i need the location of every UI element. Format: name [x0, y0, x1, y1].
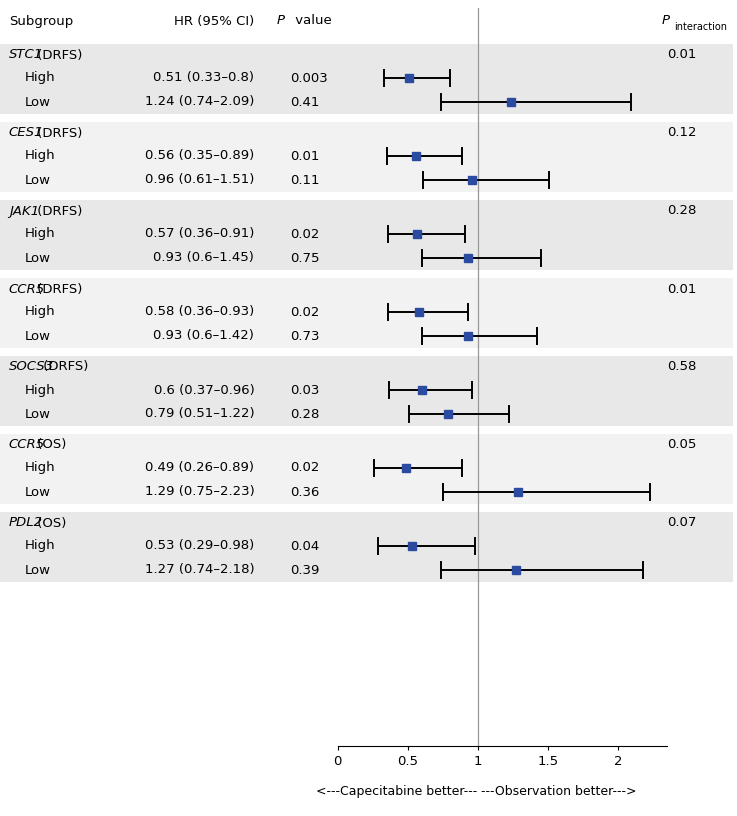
Text: 1.29 (0.75–2.23): 1.29 (0.75–2.23): [144, 486, 254, 499]
Text: High: High: [25, 305, 56, 318]
Text: Low: Low: [25, 251, 51, 264]
Text: STC1: STC1: [9, 48, 43, 61]
Text: interaction: interaction: [674, 22, 727, 32]
Text: <---Capecitabine better---: <---Capecitabine better---: [315, 785, 477, 798]
Text: 0.02: 0.02: [290, 305, 319, 318]
Text: High: High: [25, 72, 56, 85]
Text: Low: Low: [25, 174, 51, 187]
Bar: [338, 278, 667, 348]
Text: 0.01: 0.01: [667, 48, 696, 61]
Bar: [338, 512, 667, 582]
Text: 0.03: 0.03: [290, 384, 319, 397]
Text: (OS): (OS): [33, 517, 66, 530]
Text: 0.53 (0.29–0.98): 0.53 (0.29–0.98): [145, 539, 254, 552]
Text: 0.39: 0.39: [290, 564, 319, 576]
Text: PDL2: PDL2: [9, 517, 43, 530]
Text: CCR5: CCR5: [9, 438, 45, 451]
Text: 0.02: 0.02: [290, 462, 319, 474]
Text: 0.75: 0.75: [290, 251, 319, 264]
Text: value: value: [291, 15, 332, 28]
Bar: [338, 44, 667, 114]
Text: High: High: [25, 539, 56, 552]
Text: Low: Low: [25, 564, 51, 576]
Text: Low: Low: [25, 407, 51, 420]
Text: 0.58: 0.58: [667, 361, 696, 374]
Text: SOCS3: SOCS3: [9, 361, 54, 374]
Text: Low: Low: [25, 95, 51, 109]
Text: 0.36: 0.36: [290, 486, 319, 499]
Text: 0.04: 0.04: [290, 539, 319, 552]
Text: P: P: [662, 15, 670, 28]
Text: 0.93 (0.6–1.45): 0.93 (0.6–1.45): [153, 251, 254, 264]
Text: 0.01: 0.01: [290, 149, 319, 162]
Text: 0.57 (0.36–0.91): 0.57 (0.36–0.91): [145, 228, 254, 241]
Text: 1.24 (0.74–2.09): 1.24 (0.74–2.09): [145, 95, 254, 109]
Text: 0.51 (0.33–0.8): 0.51 (0.33–0.8): [153, 72, 254, 85]
Text: 0.01: 0.01: [667, 282, 696, 295]
Text: 0.6 (0.37–0.96): 0.6 (0.37–0.96): [153, 384, 254, 397]
Text: 0.07: 0.07: [667, 517, 696, 530]
Text: 0.11: 0.11: [290, 174, 319, 187]
Text: Low: Low: [25, 330, 51, 343]
Text: Subgroup: Subgroup: [9, 15, 73, 28]
Text: CES1: CES1: [9, 126, 43, 140]
Text: Low: Low: [25, 486, 51, 499]
Bar: [338, 122, 667, 192]
Text: High: High: [25, 149, 56, 162]
Text: 0.73: 0.73: [290, 330, 319, 343]
Bar: [338, 356, 667, 426]
Text: (DRFS): (DRFS): [33, 48, 83, 61]
Text: 0.49 (0.26–0.89): 0.49 (0.26–0.89): [145, 462, 254, 474]
Text: 0.79 (0.51–1.22): 0.79 (0.51–1.22): [144, 407, 254, 420]
Text: CCR5: CCR5: [9, 282, 45, 295]
Text: 0.28: 0.28: [290, 407, 319, 420]
Bar: [338, 200, 667, 270]
Text: P: P: [276, 15, 284, 28]
Text: High: High: [25, 228, 56, 241]
Text: (DRFS): (DRFS): [33, 282, 83, 295]
Text: 0.93 (0.6–1.42): 0.93 (0.6–1.42): [153, 330, 254, 343]
Text: 0.003: 0.003: [290, 72, 327, 85]
Text: 0.05: 0.05: [667, 438, 696, 451]
Text: 1.27 (0.74–2.18): 1.27 (0.74–2.18): [144, 564, 254, 576]
Text: JAK1: JAK1: [9, 205, 39, 218]
Text: 0.12: 0.12: [667, 126, 696, 140]
Text: 0.58 (0.36–0.93): 0.58 (0.36–0.93): [145, 305, 254, 318]
Text: (DRFS): (DRFS): [33, 205, 83, 218]
Text: 0.56 (0.35–0.89): 0.56 (0.35–0.89): [145, 149, 254, 162]
Text: 0.41: 0.41: [290, 95, 319, 109]
Text: 0.28: 0.28: [667, 205, 696, 218]
Text: High: High: [25, 384, 56, 397]
Text: (OS): (OS): [33, 438, 66, 451]
Text: (DRFS): (DRFS): [33, 126, 83, 140]
Text: 0.96 (0.61–1.51): 0.96 (0.61–1.51): [145, 174, 254, 187]
Text: ---Observation better--->: ---Observation better--->: [481, 785, 637, 798]
Text: High: High: [25, 462, 56, 474]
Text: 0.02: 0.02: [290, 228, 319, 241]
Text: (DRFS): (DRFS): [40, 361, 88, 374]
Text: HR (95% CI): HR (95% CI): [174, 15, 254, 28]
Bar: [338, 434, 667, 504]
